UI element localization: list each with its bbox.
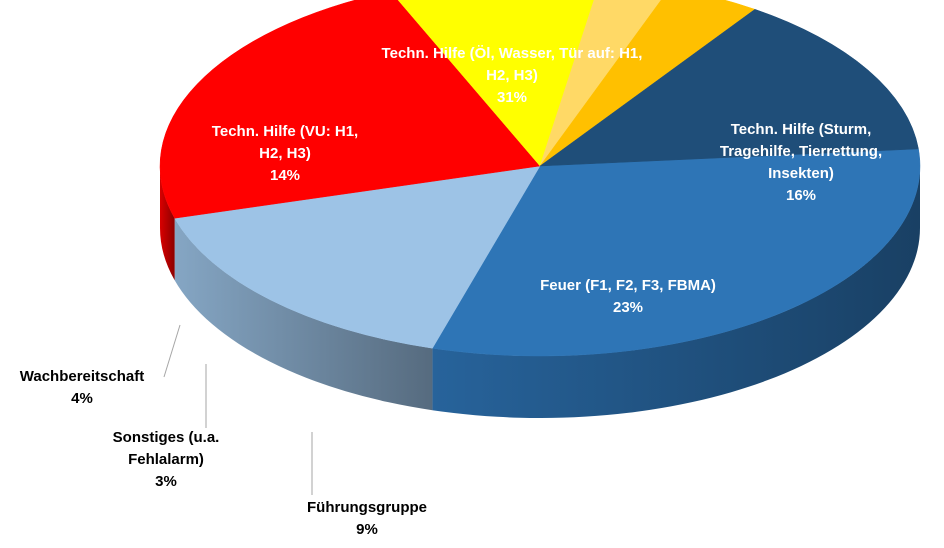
slice-label-5: Wachbereitschaft 4% — [20, 368, 144, 407]
slice-6 — [539, 9, 919, 167]
slice-side-2 — [160, 166, 175, 281]
slice-label-1: Techn. Hilfe (Sturm, Tragehilfe, Tierrett… — [720, 121, 882, 204]
slice-label-line-1-0: Techn. Hilfe (Sturm, — [731, 121, 872, 138]
slice-label-line-5-0: Wachbereitschaft — [20, 368, 144, 385]
leader-line-5 — [163, 324, 181, 378]
slice-2 — [159, 0, 541, 219]
slice-label-line-0-1: H2, H3) — [486, 67, 538, 84]
slice-1 — [174, 165, 541, 349]
slice-label-line-4-0: Sonstiges (u.a. — [113, 429, 220, 446]
slice-label-line-2-0: Feuer (F1, F2, F3, FBMA) — [540, 277, 716, 294]
slice-3 — [397, 0, 595, 167]
slice-label-0: Techn. Hilfe (Öl, Wasser, Tür auf: H1, H2… — [382, 45, 643, 106]
slice-0 — [432, 148, 921, 357]
slice-label-line-1-1: Tragehilfe, Tierrettung, — [720, 143, 882, 160]
slice-label-line-3-0: Führungsgruppe — [307, 499, 427, 516]
slice-side-0 — [432, 166, 920, 418]
slice-value-1: 16% — [786, 187, 816, 204]
slice-label-3: Führungsgruppe 9% — [307, 499, 427, 538]
slice-label-line-6-0: Techn. Hilfe (VU: H1, — [212, 123, 358, 140]
slice-value-6: 14% — [270, 167, 300, 184]
slice-value-3: 9% — [356, 521, 378, 538]
leader-lines — [163, 324, 313, 495]
slice-label-line-4-1: Fehlalarm) — [128, 451, 204, 468]
pie-slices — [159, 0, 921, 357]
pie-sides — [160, 166, 920, 418]
slice-label-line-0-0: Techn. Hilfe (Öl, Wasser, Tür auf: H1, — [382, 45, 643, 62]
slice-label-line-6-1: H2, H3) — [259, 145, 311, 162]
slice-side-1 — [174, 218, 433, 411]
slice-label-line-1-2: Insekten) — [768, 165, 834, 182]
slice-label-4: Sonstiges (u.a. Fehlalarm) 3% — [113, 429, 220, 490]
slice-label-2: Feuer (F1, F2, F3, FBMA) 23% — [540, 277, 716, 316]
slice-value-5: 4% — [71, 390, 93, 407]
slice-label-6: Techn. Hilfe (VU: H1, H2, H3) 14% — [212, 123, 358, 184]
slice-value-0: 31% — [497, 89, 527, 106]
slice-value-4: 3% — [155, 473, 177, 490]
slice-labels: Techn. Hilfe (Öl, Wasser, Tür auf: H1, H2… — [20, 45, 882, 538]
slice-value-2: 23% — [613, 299, 643, 316]
